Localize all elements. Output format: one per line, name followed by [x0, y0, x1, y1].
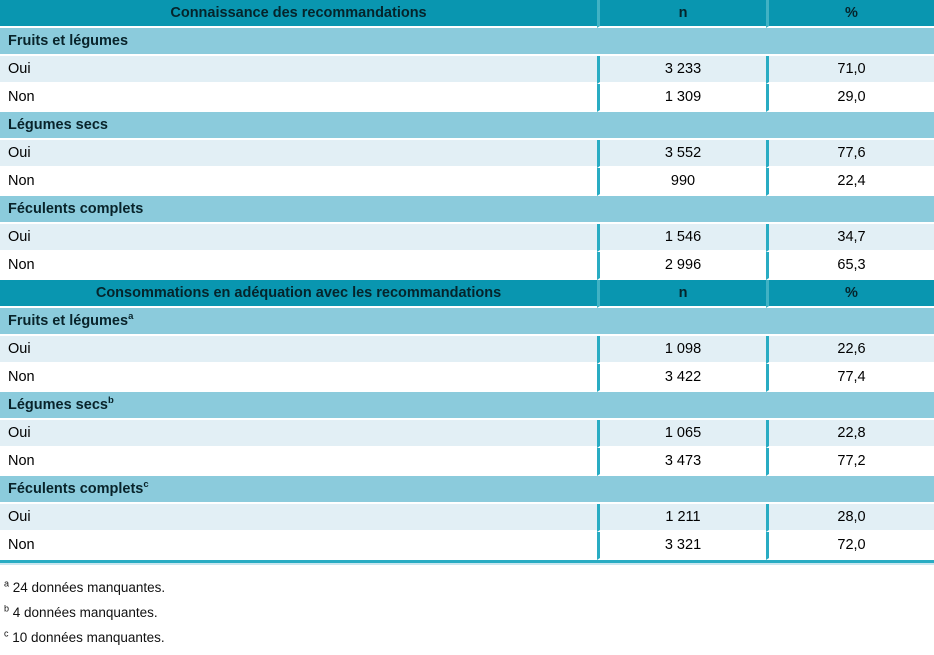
- percent-value: 77,2: [766, 448, 934, 476]
- percent-value: 77,4: [766, 364, 934, 392]
- section-label-text: Féculents complets: [8, 201, 144, 217]
- answer-label: Oui: [0, 56, 597, 84]
- count-value: 1 546: [597, 224, 766, 252]
- count-value: 3 422: [597, 364, 766, 392]
- count-value: 1 211: [597, 504, 766, 532]
- table-row: Oui 1 211 28,0: [0, 504, 934, 532]
- recommendations-table: Connaissance des recommandations n % Fru…: [0, 0, 934, 560]
- percent-value: 22,8: [766, 420, 934, 448]
- answer-label: Oui: [0, 224, 597, 252]
- count-value: 3 473: [597, 448, 766, 476]
- footnote-a-marker: a: [4, 578, 10, 589]
- table-row: Non 1 309 29,0: [0, 84, 934, 112]
- table-row: Non 2 996 65,3: [0, 252, 934, 280]
- column-header-title: Connaissance des recommandations: [0, 0, 597, 28]
- answer-label: Non: [0, 84, 597, 112]
- table-bottom-shadow: [0, 563, 934, 565]
- table-row: Oui 3 552 77,6: [0, 140, 934, 168]
- footnote-c-marker: c: [4, 628, 9, 639]
- count-value: 1 065: [597, 420, 766, 448]
- section-label: Fruits et légumes: [0, 28, 934, 56]
- count-value: 3 321: [597, 532, 766, 560]
- column-header-pct: %: [766, 0, 934, 28]
- answer-label: Non: [0, 448, 597, 476]
- table-row: Oui 3 233 71,0: [0, 56, 934, 84]
- percent-value: 72,0: [766, 532, 934, 560]
- count-value: 3 233: [597, 56, 766, 84]
- percent-value: 22,6: [766, 336, 934, 364]
- table-row: Oui 1 546 34,7: [0, 224, 934, 252]
- count-value: 2 996: [597, 252, 766, 280]
- footnote-marker-b: b: [107, 395, 114, 407]
- section-label-text: Fruits et légumes: [8, 313, 129, 329]
- table-row: Oui 1 065 22,8: [0, 420, 934, 448]
- table-header-row-consommations: Consommations en adéquation avec les rec…: [0, 280, 934, 308]
- table-header-row-connaissance: Connaissance des recommandations n %: [0, 0, 934, 28]
- section-label-text: Féculents complets: [8, 481, 144, 497]
- answer-label: Oui: [0, 336, 597, 364]
- percent-value: 65,3: [766, 252, 934, 280]
- footnote-a: a 24 données manquantes.: [4, 578, 934, 596]
- footnote-b-text: 4 données manquantes.: [12, 605, 158, 620]
- section-label-text: Légumes secs: [8, 397, 108, 413]
- section-row-legumes-secs-adequation: Légumes secsb: [0, 392, 934, 420]
- footnote-marker-c: c: [143, 479, 149, 491]
- section-row-fruits-legumes: Fruits et légumes: [0, 28, 934, 56]
- percent-value: 29,0: [766, 84, 934, 112]
- answer-label: Non: [0, 252, 597, 280]
- column-header-pct: %: [766, 280, 934, 308]
- section-row-feculents-complets: Féculents complets: [0, 196, 934, 224]
- column-header-n: n: [597, 280, 766, 308]
- section-row-fruits-legumes-adequation: Fruits et légumesa: [0, 308, 934, 336]
- section-label: Légumes secs: [0, 112, 934, 140]
- table-row: Non 990 22,4: [0, 168, 934, 196]
- recommendations-table-wrapper: Connaissance des recommandations n % Fru…: [0, 0, 934, 563]
- table-row: Non 3 321 72,0: [0, 532, 934, 560]
- section-row-feculents-complets-adequation: Féculents completsc: [0, 476, 934, 504]
- footnote-marker-a: a: [128, 311, 134, 323]
- count-value: 3 552: [597, 140, 766, 168]
- section-row-legumes-secs: Légumes secs: [0, 112, 934, 140]
- count-value: 1 098: [597, 336, 766, 364]
- section-label: Féculents completsc: [0, 476, 934, 504]
- section-label-text: Légumes secs: [8, 117, 108, 133]
- answer-label: Oui: [0, 140, 597, 168]
- answer-label: Non: [0, 168, 597, 196]
- footnote-b-marker: b: [4, 603, 10, 614]
- table-row: Non 3 473 77,2: [0, 448, 934, 476]
- column-header-n: n: [597, 0, 766, 28]
- answer-label: Oui: [0, 420, 597, 448]
- count-value: 990: [597, 168, 766, 196]
- section-label-text: Fruits et légumes: [8, 33, 129, 49]
- footnote-c: c 10 données manquantes.: [4, 628, 934, 646]
- percent-value: 77,6: [766, 140, 934, 168]
- table-row: Oui 1 098 22,6: [0, 336, 934, 364]
- answer-label: Oui: [0, 504, 597, 532]
- percent-value: 71,0: [766, 56, 934, 84]
- section-label: Féculents complets: [0, 196, 934, 224]
- footnotes: a 24 données manquantes. b 4 données man…: [0, 565, 934, 646]
- answer-label: Non: [0, 364, 597, 392]
- footnote-a-text: 24 données manquantes.: [12, 580, 166, 595]
- table-row: Non 3 422 77,4: [0, 364, 934, 392]
- column-header-title: Consommations en adéquation avec les rec…: [0, 280, 597, 308]
- footnote-b: b 4 données manquantes.: [4, 603, 934, 621]
- percent-value: 22,4: [766, 168, 934, 196]
- section-label: Légumes secsb: [0, 392, 934, 420]
- section-label: Fruits et légumesa: [0, 308, 934, 336]
- count-value: 1 309: [597, 84, 766, 112]
- percent-value: 28,0: [766, 504, 934, 532]
- percent-value: 34,7: [766, 224, 934, 252]
- answer-label: Non: [0, 532, 597, 560]
